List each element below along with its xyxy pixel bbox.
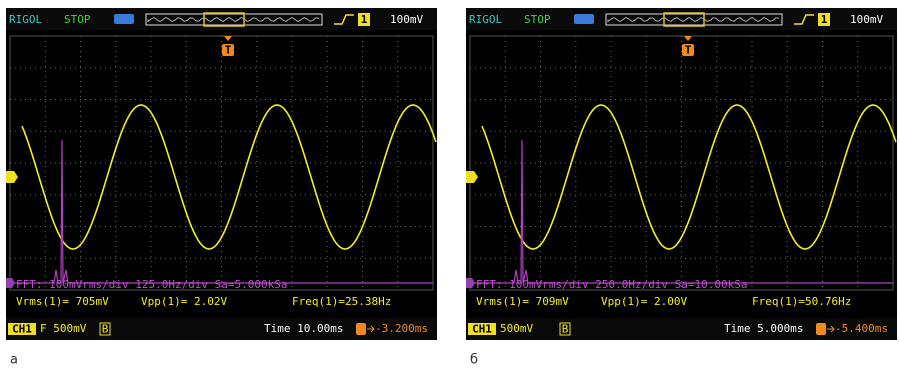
- brand: RIGOL: [469, 13, 502, 26]
- trigger-level: 100mV: [850, 13, 883, 26]
- run-state: STOP: [524, 13, 551, 26]
- offset-icon: [356, 323, 366, 335]
- measurement: Vpp(1)= 2.00V: [601, 295, 687, 308]
- measurement: Vrms(1)= 709mV: [476, 295, 569, 308]
- vertical-scale: F 500mV: [40, 322, 87, 335]
- trigger-marker: T: [225, 44, 232, 57]
- trigger-offset: -3.200ms: [375, 322, 428, 335]
- caption: а: [10, 353, 18, 368]
- trigger-channel: 1: [821, 13, 828, 26]
- usb-icon: [114, 14, 134, 24]
- usb-icon: [574, 14, 594, 24]
- measurement: Freq(1)=50.76Hz: [752, 295, 851, 308]
- offset-icon: [816, 323, 826, 335]
- measurement: Vrms(1)= 705mV: [16, 295, 109, 308]
- trigger-marker: T: [685, 44, 692, 57]
- trigger-offset: -5.400ms: [835, 322, 888, 335]
- fft-info: FFT: 100mVrms/div 250.0Hz/div Sa=10.00kS…: [476, 278, 748, 291]
- timebase: Time 5.000ms: [724, 322, 803, 335]
- caption: б: [470, 353, 478, 368]
- bandwidth: B: [102, 323, 109, 336]
- scope-screen: RIGOL STOP 1 100mV T FFT: 100mVrms/div 250.0H…: [466, 8, 897, 368]
- trigger-level: 100mV: [390, 13, 423, 26]
- bandwidth: B: [562, 323, 569, 336]
- scope-screen: RIGOL STOP 1 100mV T FFT: 100mVrms/div 125.0H…: [6, 8, 437, 368]
- measurement: Vpp(1)= 2.02V: [141, 295, 227, 308]
- run-state: STOP: [64, 13, 91, 26]
- channel: CH1: [472, 323, 492, 336]
- timebase: Time 10.00ms: [264, 322, 343, 335]
- channel: CH1: [12, 323, 32, 336]
- fft-info: FFT: 100mVrms/div 125.0Hz/div Sa=5.000kS…: [16, 278, 288, 291]
- brand: RIGOL: [9, 13, 42, 26]
- page: RIGOL STOP 1 100mV T FFT: 100mVrms/div 125.0H…: [0, 0, 899, 375]
- vertical-scale: 500mV: [500, 322, 533, 335]
- measurement: Freq(1)=25.38Hz: [292, 295, 391, 308]
- trigger-channel: 1: [361, 13, 368, 26]
